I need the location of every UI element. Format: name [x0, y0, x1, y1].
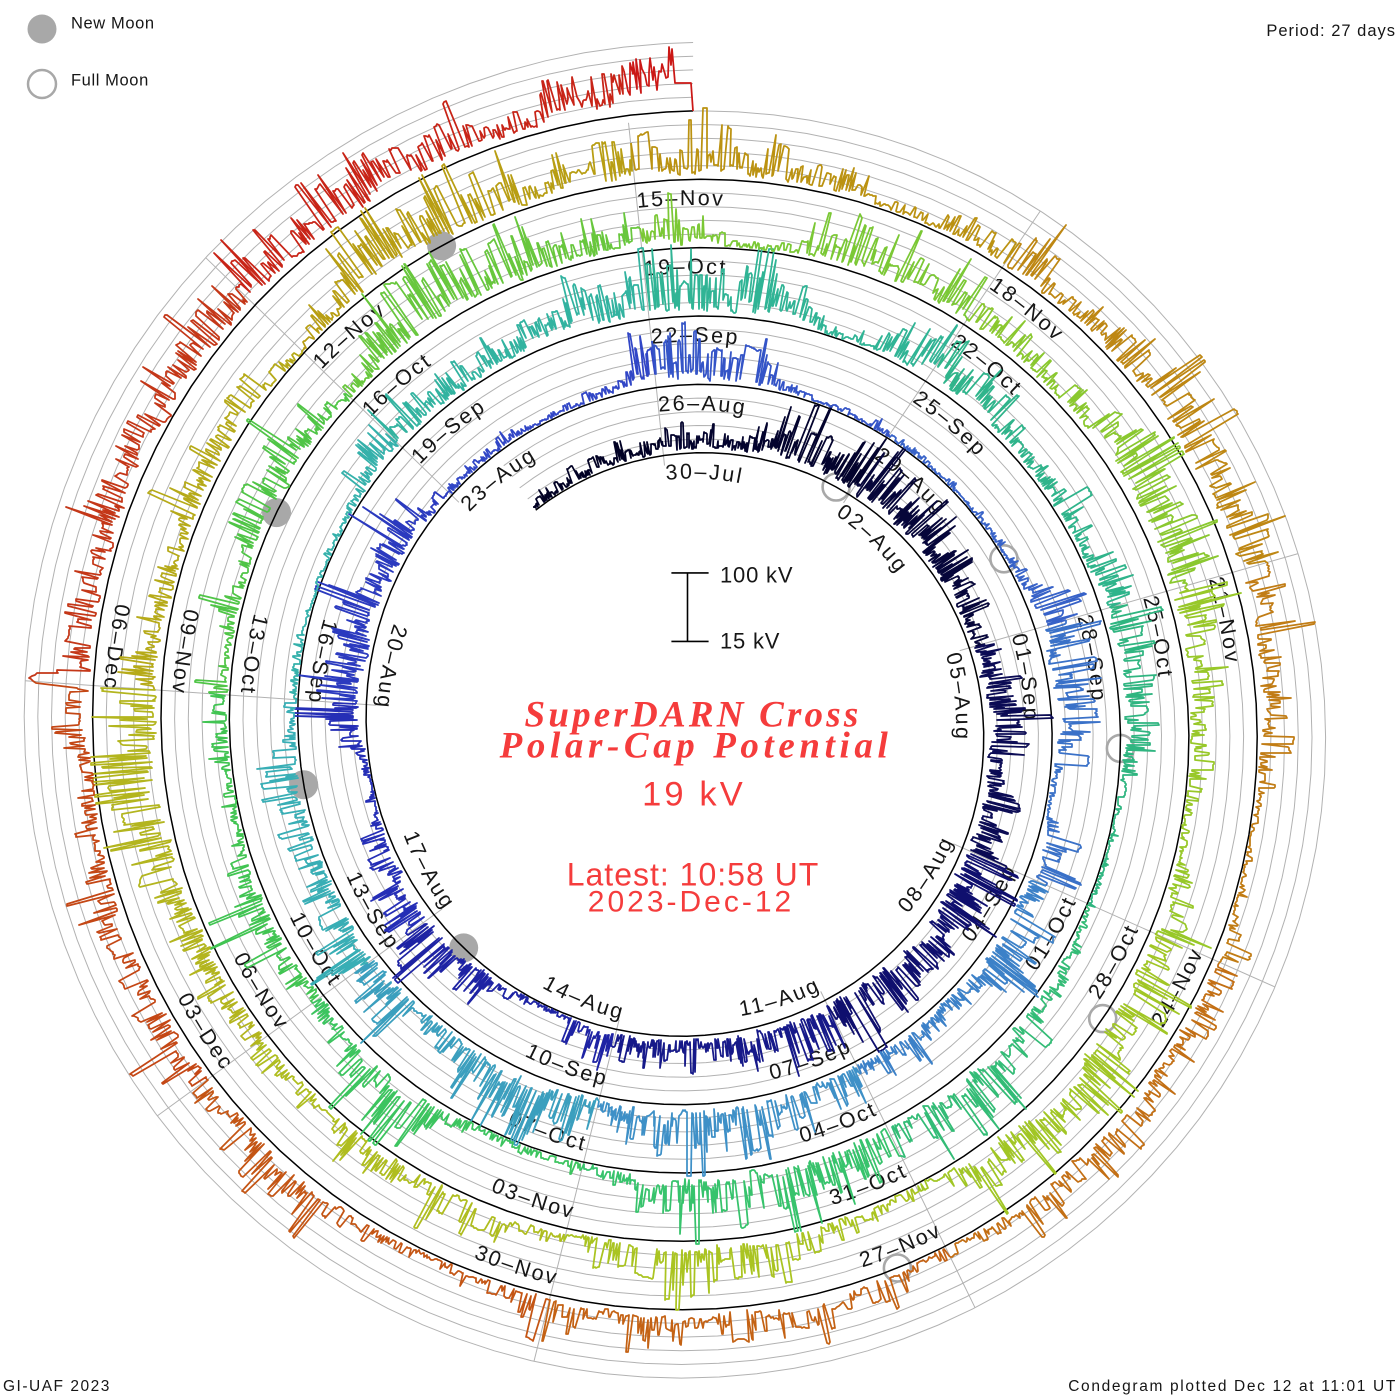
svg-text:New Moon: New Moon: [71, 15, 155, 33]
svg-text:Condegram plotted Dec 12 at 11: Condegram plotted Dec 12 at 11:01 UT: [1068, 1378, 1397, 1395]
svg-text:Full Moon: Full Moon: [71, 72, 149, 90]
svg-text:GI-UAF 2023: GI-UAF 2023: [3, 1378, 111, 1395]
svg-text:19 kV: 19 kV: [642, 776, 746, 814]
svg-text:Polar-Cap Potential: Polar-Cap Potential: [499, 726, 893, 767]
svg-text:2023-Dec-12: 2023-Dec-12: [588, 886, 794, 919]
svg-text:15 kV: 15 kV: [720, 629, 780, 654]
svg-text:30–Jul: 30–Jul: [665, 460, 746, 489]
svg-text:SuperDARN Cross: SuperDARN Cross: [525, 695, 862, 736]
svg-text:100 kV: 100 kV: [720, 563, 793, 588]
svg-text:Period: 27 days: Period: 27 days: [1266, 22, 1396, 40]
svg-text:Latest: 10:58 UT: Latest: 10:58 UT: [567, 857, 820, 893]
